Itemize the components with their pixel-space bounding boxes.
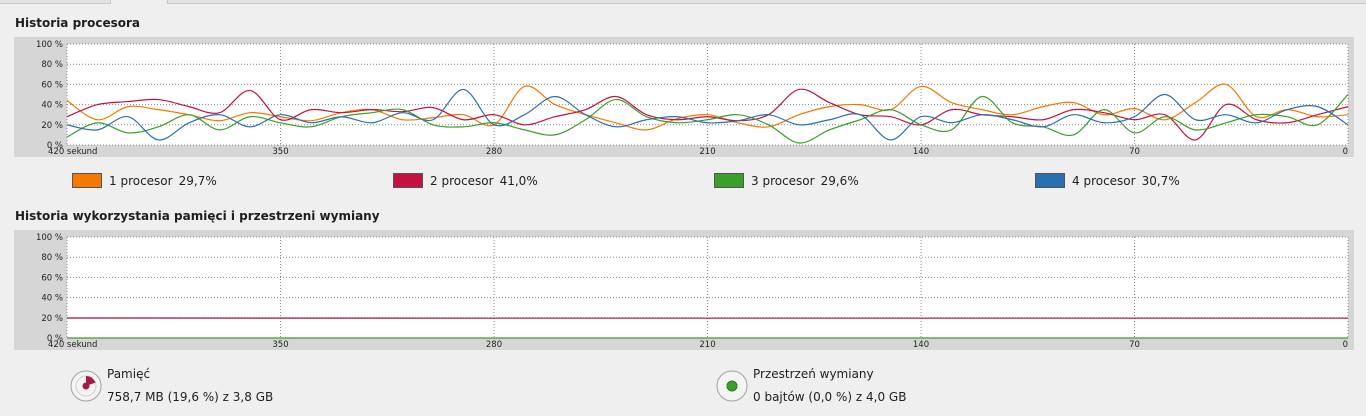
x-tick-label: 350 [272, 340, 288, 350]
series-line-1 [66, 83, 1349, 131]
x-tick-label: 70 [1129, 340, 1140, 350]
cpu4-label: 4 procesor [1072, 173, 1136, 188]
cpu3-value: 29,6% [820, 173, 859, 188]
series-line-4 [66, 88, 1349, 141]
cpu3-color-swatch[interactable] [714, 173, 744, 188]
x-tick-label: 420 sekund [48, 340, 97, 350]
memory-history-graph: 100 % 80 % 60 % 40 % 20 % 0 %420 sekund 350 280… [14, 230, 1354, 350]
pie-dot [726, 380, 738, 392]
swap-summary: Przestrzeń wymiany 0 bajtów (0,0 %) z 4,… [716, 366, 1036, 406]
cpu2-value: 41,0% [499, 173, 538, 188]
x-tick-label: 420 sekund [48, 147, 97, 157]
y-tick-label: 80 % [41, 60, 63, 70]
y-tick-label: 100 % [36, 40, 63, 50]
tab-strip [0, 0, 1366, 4]
swap-value: 0 bajtów (0,0 %) z 4,0 GB [753, 390, 907, 404]
active-tab-indicator[interactable] [110, 0, 168, 4]
legend-cpu1: 1 procesor 29,7% [72, 173, 217, 188]
series-line-3 [66, 94, 1349, 144]
x-tick-label: 350 [272, 147, 288, 157]
x-tick-label: 280 [486, 147, 502, 157]
cpu4-color-swatch[interactable] [1035, 173, 1065, 188]
memory-history-title: Historia wykorzystania pamięci i przestr… [15, 209, 380, 223]
x-tick-label: 0 [1343, 147, 1348, 157]
cpu2-color-swatch[interactable] [393, 173, 423, 188]
memory-value: 758,7 MB (19,6 %) z 3,8 GB [107, 390, 274, 404]
y-tick-label: 0 % [47, 334, 63, 344]
memory-summary: Pamięć 758,7 MB (19,6 %) z 3,8 GB [70, 366, 390, 406]
cpu1-value: 29,7% [178, 173, 217, 188]
cpu-history-title: Historia procesora [15, 16, 140, 30]
y-tick-label: 40 % [41, 294, 63, 304]
memory-pie-icon[interactable] [70, 370, 102, 402]
cpu4-value: 30,7% [1141, 173, 1180, 188]
x-tick-label: 280 [486, 340, 502, 350]
y-tick-label: 60 % [41, 80, 63, 90]
y-tick-label: 20 % [41, 121, 63, 131]
memory-label: Pamięć [107, 367, 151, 381]
y-tick-label: 20 % [41, 314, 63, 324]
y-tick-label: 40 % [41, 101, 63, 111]
cpu1-label: 1 procesor [109, 173, 173, 188]
y-tick-label: 100 % [36, 233, 63, 243]
x-tick-label: 0 [1343, 340, 1348, 350]
y-tick-label: 60 % [41, 273, 63, 283]
y-tick-label: 80 % [41, 253, 63, 263]
legend-cpu3: 3 procesor 29,6% [714, 173, 859, 188]
cpu-history-graph: 100 % 80 % 60 % 40 % 20 % 0 %420 sekund 350 280… [14, 37, 1354, 157]
series-line-2 [66, 88, 1349, 141]
y-tick-label: 0 % [47, 141, 63, 151]
x-tick-label: 140 [913, 340, 929, 350]
swap-pie-icon[interactable] [716, 370, 748, 402]
x-tick-label: 210 [699, 147, 715, 157]
swap-label: Przestrzeń wymiany [753, 367, 874, 381]
x-tick-label: 210 [699, 340, 715, 350]
x-tick-label: 140 [913, 147, 929, 157]
legend-cpu2: 2 procesor 41,0% [393, 173, 538, 188]
pie-center [82, 382, 90, 390]
legend-cpu4: 4 procesor 30,7% [1035, 173, 1180, 188]
x-tick-label: 70 [1129, 147, 1140, 157]
cpu2-label: 2 procesor [430, 173, 494, 188]
cpu1-color-swatch[interactable] [72, 173, 102, 188]
cpu3-label: 3 procesor [751, 173, 815, 188]
